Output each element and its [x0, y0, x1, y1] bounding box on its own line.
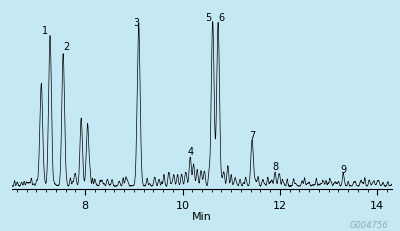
Text: 9: 9	[340, 164, 346, 174]
X-axis label: Min: Min	[192, 211, 212, 221]
Text: 6: 6	[218, 13, 224, 23]
Text: 7: 7	[249, 131, 255, 140]
Text: 1: 1	[42, 26, 48, 36]
Text: 4: 4	[187, 146, 193, 157]
Text: G004756: G004756	[349, 220, 388, 229]
Text: 5: 5	[205, 13, 211, 23]
Text: 2: 2	[64, 42, 70, 52]
Text: 8: 8	[272, 161, 278, 171]
Text: 3: 3	[133, 18, 139, 28]
